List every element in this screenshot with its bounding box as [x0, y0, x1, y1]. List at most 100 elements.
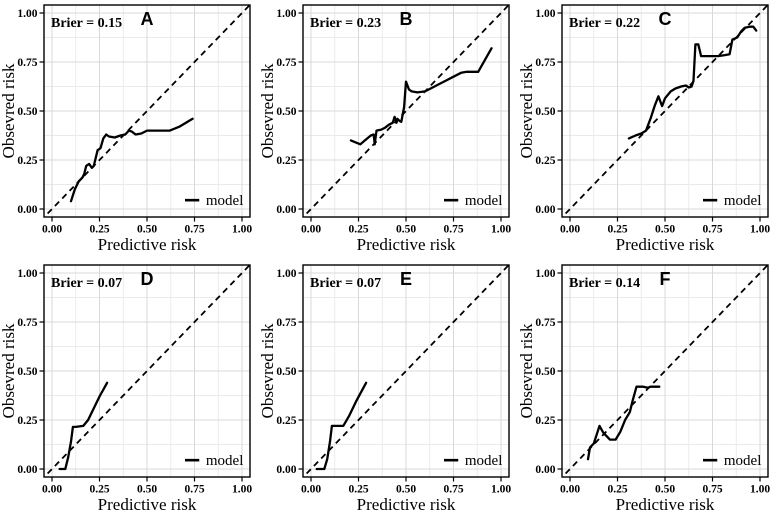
x-tick-label: 0.75 — [702, 224, 722, 236]
x-tick-label: 0.00 — [42, 483, 62, 495]
x-tick-label: 1.00 — [232, 483, 252, 495]
x-axis-label: Predictive risk — [616, 495, 715, 514]
panel-svg-E: 0.00 0.00 0.25 0.25 0.50 0.50 0.75 0.75 1.00 1.00… — [259, 263, 511, 514]
x-tick-label: 0.25 — [607, 224, 627, 236]
y-tick-label: 0.00 — [276, 204, 296, 216]
x-tick-label: 0.00 — [560, 224, 580, 236]
y-tick-label: 1.00 — [17, 268, 37, 280]
panel-letter: F — [660, 269, 671, 289]
x-tick-label: 1.00 — [491, 224, 511, 236]
panel-letter: A — [141, 9, 154, 29]
y-tick-label: 0.00 — [17, 464, 37, 476]
model-curve — [586, 385, 661, 460]
x-tick-label: 0.00 — [42, 224, 62, 236]
x-tick-label: 0.25 — [89, 483, 109, 495]
y-tick-label: 0.75 — [276, 317, 296, 329]
identity-reference-line — [303, 5, 509, 217]
x-tick-label: 0.50 — [396, 224, 416, 236]
legend-label: model — [465, 453, 503, 469]
x-axis-label: Predictive risk — [357, 495, 456, 514]
y-axis-label: Obsevred risk — [518, 63, 536, 158]
x-tick-label: 0.25 — [89, 224, 109, 236]
model-curve — [69, 117, 194, 203]
panel-letter: C — [659, 9, 672, 29]
panel-svg-D: 0.00 0.00 0.25 0.25 0.50 0.50 0.75 0.75 1.00 1.00… — [0, 263, 252, 514]
x-tick-label: 0.00 — [560, 483, 580, 495]
x-axis-label: Predictive risk — [616, 235, 715, 254]
x-tick-label: 0.00 — [301, 224, 321, 236]
panel-svg-C: 0.00 0.00 0.25 0.25 0.50 0.50 0.75 0.75 1.00 1.00… — [518, 4, 770, 254]
y-tick-label: 0.50 — [276, 366, 296, 378]
y-axis-label: Obsevred risk — [259, 323, 277, 418]
y-tick-label: 1.00 — [276, 268, 296, 280]
brier-annotation: Brier = 0.23 — [310, 16, 381, 31]
y-tick-label: 0.50 — [535, 106, 555, 118]
x-tick-label: 0.75 — [443, 224, 463, 236]
y-axis-label: Obsevred risk — [259, 63, 277, 158]
x-axis-label: Predictive risk — [98, 495, 197, 514]
x-tick-label: 0.50 — [396, 483, 416, 495]
x-axis-label: Predictive risk — [98, 235, 197, 254]
panel-F: 0.00 0.00 0.25 0.25 0.50 0.50 0.75 0.75 1.00 1.00… — [518, 260, 777, 519]
y-tick-label: 0.50 — [17, 366, 37, 378]
panel-C: 0.00 0.00 0.25 0.25 0.50 0.50 0.75 0.75 1.00 1.00… — [518, 0, 777, 260]
y-tick-label: 0.25 — [276, 415, 296, 427]
y-tick-label: 0.25 — [535, 155, 555, 167]
y-tick-label: 0.75 — [535, 317, 555, 329]
panel-svg-A: 0.00 0.00 0.25 0.25 0.50 0.50 0.75 0.75 1.00 1.00… — [0, 4, 252, 254]
brier-annotation: Brier = 0.14 — [569, 276, 640, 291]
model-curve — [315, 381, 368, 470]
legend-label: model — [465, 193, 503, 209]
identity-reference-line — [562, 5, 768, 217]
x-tick-label: 1.00 — [750, 224, 770, 236]
x-tick-label: 0.75 — [443, 483, 463, 495]
y-tick-label: 0.25 — [17, 415, 37, 427]
model-curve — [58, 381, 109, 470]
y-tick-label: 1.00 — [17, 8, 37, 20]
identity-reference-line — [44, 264, 250, 477]
x-tick-label: 0.25 — [348, 224, 368, 236]
y-tick-label: 0.50 — [276, 106, 296, 118]
panel-letter: E — [400, 269, 412, 289]
panel-A: 0.00 0.00 0.25 0.25 0.50 0.50 0.75 0.75 1.00 1.00… — [0, 0, 259, 260]
brier-annotation: Brier = 0.07 — [51, 276, 122, 291]
x-tick-label: 0.75 — [184, 483, 204, 495]
y-tick-label: 1.00 — [535, 268, 555, 280]
y-tick-label: 0.00 — [535, 204, 555, 216]
y-tick-label: 0.25 — [535, 415, 555, 427]
y-tick-label: 0.00 — [535, 464, 555, 476]
legend-label: model — [724, 193, 762, 209]
x-tick-label: 1.00 — [750, 483, 770, 495]
x-tick-label: 1.00 — [491, 483, 511, 495]
panel-D: 0.00 0.00 0.25 0.25 0.50 0.50 0.75 0.75 1.00 1.00… — [0, 260, 259, 519]
y-tick-label: 0.75 — [17, 317, 37, 329]
x-tick-label: 0.50 — [655, 224, 675, 236]
y-tick-label: 0.25 — [276, 155, 296, 167]
x-tick-label: 0.25 — [607, 483, 627, 495]
identity-reference-line — [44, 5, 250, 217]
brier-annotation: Brier = 0.07 — [310, 276, 381, 291]
brier-annotation: Brier = 0.22 — [569, 16, 640, 31]
x-axis-label: Predictive risk — [357, 235, 456, 254]
y-axis-label: Obsevred risk — [0, 323, 18, 418]
x-tick-label: 1.00 — [232, 224, 252, 236]
y-tick-label: 0.75 — [535, 57, 555, 69]
y-tick-label: 0.75 — [17, 57, 37, 69]
panel-letter: D — [141, 269, 154, 289]
y-tick-label: 1.00 — [535, 8, 555, 20]
x-tick-label: 0.75 — [702, 483, 722, 495]
x-tick-label: 0.50 — [137, 224, 157, 236]
panel-svg-F: 0.00 0.00 0.25 0.25 0.50 0.50 0.75 0.75 1.00 1.00… — [518, 263, 770, 514]
legend-label: model — [206, 193, 244, 209]
y-tick-label: 0.25 — [17, 155, 37, 167]
legend-label: model — [724, 453, 762, 469]
y-tick-label: 1.00 — [276, 8, 296, 20]
x-tick-label: 0.50 — [655, 483, 675, 495]
x-tick-label: 0.75 — [184, 224, 204, 236]
x-tick-label: 0.25 — [348, 483, 368, 495]
y-tick-label: 0.00 — [17, 204, 37, 216]
y-tick-label: 0.75 — [276, 57, 296, 69]
panel-svg-B: 0.00 0.00 0.25 0.25 0.50 0.50 0.75 0.75 1.00 1.00… — [259, 4, 511, 254]
y-axis-label: Obsevred risk — [0, 63, 18, 158]
